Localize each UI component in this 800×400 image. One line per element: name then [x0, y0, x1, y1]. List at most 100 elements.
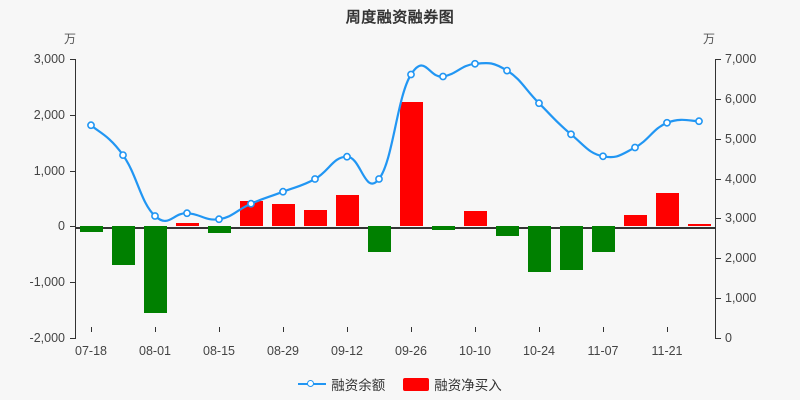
- bar-09-19[interactable]: [367, 226, 391, 252]
- line-point-07-25[interactable]: [119, 151, 127, 159]
- line-point-09-26[interactable]: [407, 70, 415, 79]
- x-axis-tick-label: 09-12: [331, 344, 363, 358]
- bar-11-28[interactable]: [687, 224, 711, 227]
- right-axis-tick-label: 2,000: [725, 251, 757, 266]
- bar-08-22[interactable]: [239, 201, 263, 227]
- zero-baseline: [75, 227, 716, 229]
- line-point-09-12[interactable]: [343, 152, 351, 161]
- right-axis-tick-label: 7,000: [725, 52, 757, 66]
- left-axis-tick: [70, 59, 75, 60]
- legend-label-rongzi-yue: 融资余额: [331, 378, 386, 393]
- right-axis-tick: [716, 138, 721, 140]
- left-axis-tick: [70, 282, 75, 284]
- x-axis-tick: [347, 327, 348, 332]
- bar-10-24[interactable]: [527, 226, 551, 272]
- bar-07-25[interactable]: [111, 226, 135, 266]
- line-point-10-17[interactable]: [503, 66, 511, 75]
- right-axis-tick: [716, 98, 721, 100]
- right-axis-tick: [716, 258, 721, 260]
- x-axis-tick: [667, 327, 668, 332]
- x-axis-tick-label: 08-29: [267, 344, 299, 358]
- right-axis-tick: [716, 178, 721, 180]
- x-axis-tick: [219, 327, 220, 332]
- bar-11-07[interactable]: [591, 226, 615, 253]
- line-point-09-19[interactable]: [375, 175, 383, 183]
- bar-10-03[interactable]: [431, 226, 455, 231]
- right-axis-tick-label: 1,000: [725, 291, 757, 306]
- x-axis-tick-label: 08-01: [139, 344, 171, 358]
- left-axis-tick: [70, 170, 75, 172]
- page-title: 周度融资融券图: [345, 9, 455, 26]
- line-point-11-28[interactable]: [695, 117, 703, 126]
- left-axis-tick: [70, 114, 75, 116]
- bar-11-14[interactable]: [623, 214, 647, 227]
- legend-label-rongzi-jing-mairu: 融资净买入: [434, 378, 502, 393]
- x-axis-tick: [603, 327, 604, 332]
- legend-item-rongzi-jing-mairu[interactable]: 融资净买入: [403, 374, 502, 394]
- line-point-11-07[interactable]: [599, 152, 607, 161]
- line-point-08-15[interactable]: [215, 215, 223, 224]
- x-axis-tick: [411, 327, 412, 332]
- x-axis-tick-label: 10-10: [459, 344, 491, 358]
- right-axis-tick-label: 3,000: [725, 211, 757, 226]
- x-axis-tick-label: 08-15: [203, 344, 235, 358]
- line-point-07-18[interactable]: [87, 121, 95, 130]
- x-axis-tick: [283, 327, 284, 332]
- left-axis-tick-label: 2,000: [33, 107, 65, 122]
- rect-marker-icon: [403, 377, 430, 391]
- bar-08-01[interactable]: [143, 226, 167, 314]
- line-marker-icon: [298, 378, 327, 390]
- bar-10-17[interactable]: [495, 226, 519, 237]
- left-axis-unit-label: 万: [64, 32, 77, 46]
- bar-08-15[interactable]: [207, 226, 231, 233]
- line-point-10-31[interactable]: [567, 130, 575, 139]
- bar-09-05[interactable]: [303, 209, 327, 227]
- left-axis-tick-label: 0: [58, 219, 65, 234]
- line-point-11-21[interactable]: [663, 118, 671, 127]
- bar-07-18[interactable]: [79, 226, 103, 232]
- bar-11-21[interactable]: [655, 193, 679, 227]
- bar-10-10[interactable]: [463, 210, 487, 227]
- bar-08-08[interactable]: [175, 223, 199, 227]
- line-point-09-05[interactable]: [311, 175, 319, 183]
- line-point-10-03[interactable]: [439, 72, 447, 81]
- bar-10-31[interactable]: [559, 226, 583, 271]
- x-axis-tick: [91, 327, 92, 332]
- left-axis-line: [75, 59, 76, 339]
- line-point-11-14[interactable]: [631, 143, 639, 152]
- right-axis-unit-label: 万: [703, 32, 716, 46]
- x-axis-tick: [155, 327, 156, 332]
- right-axis-tick-label: 6,000: [725, 91, 757, 106]
- x-axis-tick-label: 11-07: [587, 344, 619, 358]
- line-point-10-24[interactable]: [535, 99, 543, 108]
- right-axis-tick-label: 5,000: [725, 131, 757, 146]
- right-axis-tick: [716, 59, 721, 60]
- bar-08-29[interactable]: [271, 203, 295, 227]
- x-axis-tick-label: 11-21: [651, 344, 683, 358]
- line-point-08-08[interactable]: [183, 209, 191, 218]
- left-axis-tick: [70, 338, 75, 339]
- left-axis-tick: [70, 226, 75, 228]
- line-point-10-10[interactable]: [471, 59, 479, 68]
- x-axis-tick-label: 09-26: [395, 344, 427, 358]
- left-axis-tick-label: 3,000: [33, 52, 65, 66]
- legend-item-rongzi-yue[interactable]: 融资余额: [298, 374, 385, 394]
- left-axis-tick-label: -2,000: [29, 331, 65, 345]
- line-point-08-01[interactable]: [151, 212, 159, 220]
- chart-legend: 融资余额 融资净买入: [0, 374, 800, 394]
- x-axis-tick-label: 10-24: [523, 344, 555, 358]
- x-axis-tick: [475, 327, 476, 332]
- right-axis-line: [715, 59, 716, 339]
- left-axis-tick-label: -1,000: [29, 275, 65, 290]
- right-axis-tick: [716, 338, 721, 339]
- right-axis-tick: [716, 298, 721, 300]
- bar-09-26[interactable]: [399, 101, 423, 227]
- x-axis-tick: [539, 327, 540, 332]
- right-axis-tick: [716, 218, 721, 220]
- bar-09-12[interactable]: [335, 195, 359, 227]
- right-axis-tick-label: 0: [725, 331, 732, 345]
- line-point-08-29[interactable]: [279, 187, 287, 196]
- left-axis-tick-label: 1,000: [33, 163, 65, 178]
- x-axis-tick-label: 07-18: [75, 344, 107, 358]
